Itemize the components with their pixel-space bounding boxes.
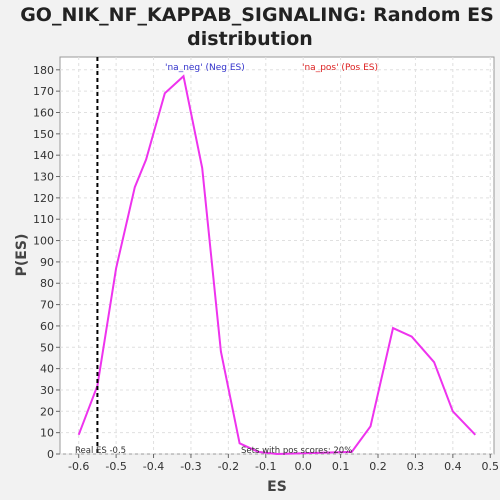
y-tick-label: 170 xyxy=(33,85,54,98)
y-tick-label: 130 xyxy=(33,171,54,184)
y-axis-label: P(ES) xyxy=(14,234,30,277)
legend-neg-es: 'na_neg' (Neg ES) xyxy=(165,63,245,73)
y-tick-label: 180 xyxy=(33,64,54,77)
y-tick-label: 140 xyxy=(33,149,54,162)
x-tick-label: -0.4 xyxy=(143,460,164,473)
x-tick-label: 0.1 xyxy=(332,460,350,473)
x-tick-label: 0.4 xyxy=(444,460,462,473)
y-tick-label: 10 xyxy=(40,427,54,440)
chart-title-line-1: GO_NIK_NF_KAPPAB_SIGNALING: Random ES xyxy=(20,4,494,26)
x-tick-label: -0.1 xyxy=(255,460,276,473)
y-tick-label: 160 xyxy=(33,106,54,119)
y-tick-label: 60 xyxy=(40,320,54,333)
x-tick-label: -0.3 xyxy=(180,460,201,473)
y-tick-label: 80 xyxy=(40,277,54,290)
y-tick-label: 0 xyxy=(47,448,54,461)
x-tick-label: -0.5 xyxy=(105,460,126,473)
x-axis-ticks: -0.6 -0.5 -0.4 -0.3 -0.2 -0.1 0.0 0.1 0.2 0.3 0.4 0… xyxy=(68,454,499,473)
grid xyxy=(60,57,494,455)
y-tick-label: 70 xyxy=(40,299,54,312)
series-line xyxy=(77,74,477,456)
x-axis-label: ES xyxy=(267,479,287,495)
y-tick-label: 20 xyxy=(40,405,54,418)
x-tick-label: 0.3 xyxy=(407,460,425,473)
y-tick-label: 40 xyxy=(40,363,54,376)
x-tick-label: -0.2 xyxy=(218,460,239,473)
x-tick-label: 0.2 xyxy=(369,460,387,473)
y-tick-label: 50 xyxy=(40,341,54,354)
real-es-label: Real ES -0.5 xyxy=(75,446,126,456)
pos-scores-annotation: Sets with pos scores: 20% xyxy=(241,446,352,456)
y-tick-label: 110 xyxy=(33,213,54,226)
legend-pos-es: 'na_pos' (Pos ES) xyxy=(302,63,378,73)
x-tick-label: -0.6 xyxy=(68,460,89,473)
x-tick-label: 0.0 xyxy=(294,460,312,473)
chart-title-line-2: distribution xyxy=(187,28,313,50)
y-tick-label: 90 xyxy=(40,256,54,269)
y-tick-label: 120 xyxy=(33,192,54,205)
y-axis-ticks: 0 10 20 30 40 50 60 70 80 90 100 110 120 130 140 150 160… xyxy=(33,64,60,461)
x-tick-label: 0.5 xyxy=(482,460,500,473)
y-tick-label: 30 xyxy=(40,384,54,397)
y-tick-label: 100 xyxy=(33,235,54,248)
plot-area xyxy=(59,56,495,455)
y-tick-label: 150 xyxy=(33,128,54,141)
